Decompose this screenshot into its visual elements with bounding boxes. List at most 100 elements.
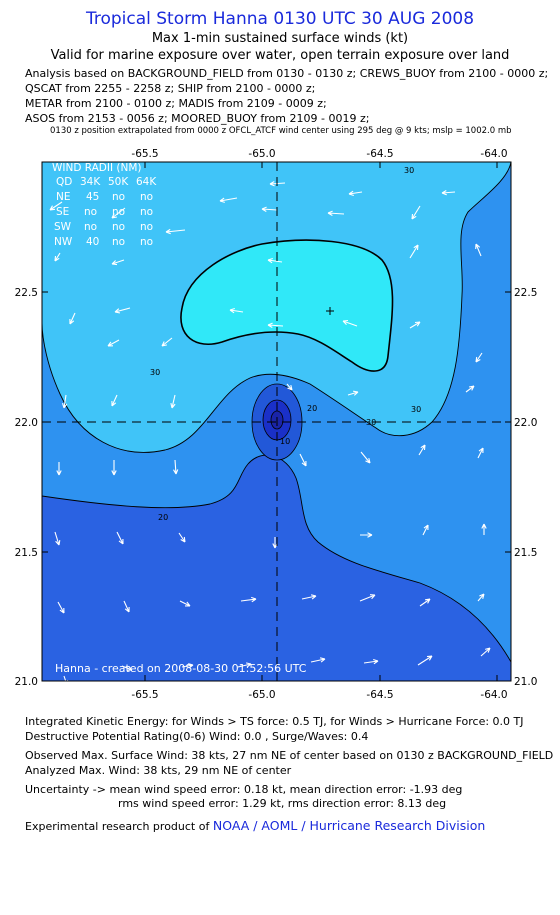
wind-arrow (477, 447, 484, 459)
wind-arrow (121, 665, 133, 671)
band-gt34 (180, 240, 393, 372)
observed-max-wind: Observed Max. Surface Wind: 38 kts, 27 n… (25, 749, 554, 762)
lon-tick-bottom: -64.5 (366, 689, 393, 701)
wind-arrow (411, 205, 421, 220)
wind-arrow (56, 462, 62, 476)
wind-arrow (286, 383, 293, 391)
analysis-line-2: QSCAT from 2255 - 2258 z; SHIP from 2100… (25, 82, 316, 95)
wind-arrow (301, 594, 317, 600)
wind-arrow (111, 460, 117, 476)
wind-field (42, 162, 511, 681)
wind-radii-row-sw-34k: no (84, 221, 97, 233)
contour-label: 20 (307, 404, 317, 413)
wind-arrow (54, 531, 61, 546)
wind-arrow (54, 252, 61, 262)
wind-radii-row-se-50k: no (112, 206, 125, 218)
wind-arrow (417, 655, 433, 666)
lat-tick-left: 21.5 (15, 547, 38, 559)
analysis-line-4: ASOS from 2153 - 0056 z; MOORED_BUOY fro… (25, 112, 370, 125)
wind-arrow (419, 598, 431, 607)
contour-label: 30 (411, 405, 421, 414)
creation-credit: Hanna - created on 2008-08-30 01:52:56 U… (55, 662, 307, 675)
wind-arrow (116, 531, 124, 545)
hrd-link[interactable]: NOAA / AOML / Hurricane Research Divisio… (212, 818, 486, 833)
wind-arrow (475, 243, 482, 257)
wind-arrow (178, 532, 186, 543)
lon-tick-bottom: -65.0 (248, 689, 275, 701)
wind-arrow (240, 596, 257, 603)
wind-radii-header-34k: 34K (80, 176, 101, 188)
wind-arrow (409, 321, 421, 329)
uncertainty-line-1: Uncertainty -> mean wind speed error: 0.… (25, 783, 463, 796)
analysis-line-1: Analysis based on BACKGROUND_FIELD from … (25, 67, 549, 80)
wind-arrow (477, 593, 485, 602)
wind-arrow (480, 647, 491, 657)
wind-arrow (360, 451, 371, 464)
wind-arrow (347, 390, 359, 396)
wind-arrow (229, 307, 244, 314)
contour-20 (42, 454, 511, 663)
wind-radii-title: WIND RADII (NM) (52, 162, 142, 174)
wind-radii-header-64k: 64K (136, 176, 157, 188)
page-title: Tropical Storm Hanna 0130 UTC 30 AUG 200… (85, 9, 475, 29)
wind-arrow (481, 523, 487, 535)
wind-arrow (111, 259, 125, 266)
wind-radii-row-se-64k: no (140, 206, 153, 218)
wind-arrow (342, 319, 358, 327)
wind-arrow (123, 600, 130, 613)
contour-label: 20 (158, 513, 168, 522)
contour-34 (180, 239, 394, 372)
lon-tick-top: -64.0 (480, 148, 507, 160)
wind-radii-table: WIND RADII (NM) QD 34K 50K 64K NE 45 no … (52, 162, 157, 248)
wind-arrow (441, 190, 456, 196)
wind-radii-row-se-34k: no (84, 206, 97, 218)
wind-arrow (181, 663, 194, 669)
wind-arrow (327, 210, 345, 216)
max-wind-marker (326, 307, 334, 315)
experimental-note: Experimental research product of NOAA / … (25, 818, 485, 833)
subtitle-winds: Max 1-min sustained surface winds (kt) (151, 31, 409, 46)
lon-tick-top: -65.0 (248, 148, 275, 160)
wind-radii-row-ne-qd: NE (56, 191, 71, 203)
wind-arrow (107, 339, 120, 347)
wind-arrow (422, 524, 429, 536)
wind-radii-row-sw-64k: no (140, 221, 153, 233)
contour-label: 30 (150, 368, 160, 377)
wind-arrow (49, 201, 63, 211)
wind-radii-row-nw-64k: no (140, 236, 153, 248)
wind-arrow (465, 385, 475, 393)
lat-tick-right: 22.0 (514, 417, 537, 429)
wind-radii-row-ne-34k: 45 (86, 191, 99, 203)
lon-tick-bottom: -64.0 (480, 689, 507, 701)
analysis-line-5: 0130 z position extrapolated from 0000 z… (50, 126, 512, 136)
wind-arrow (237, 662, 252, 668)
wind-arrow (114, 307, 131, 314)
lat-tick-left: 22.5 (15, 287, 38, 299)
wind-arrow (418, 444, 426, 456)
wind-arrow (310, 657, 326, 663)
wind-radii-row-nw-qd: NW (54, 236, 73, 248)
wind-map: 30 30 30 30 20 20 10 WIND RADII (NM) QD … (15, 148, 538, 701)
wind-arrow (69, 312, 76, 325)
uncertainty-line-2: rms wind speed error: 1.29 kt, rms direc… (118, 797, 447, 810)
wind-arrow (348, 190, 363, 197)
wind-radii-row-ne-64k: no (140, 191, 153, 203)
wind-radii-row-se-qd: SE (56, 206, 69, 218)
wind-radii-row-sw-50k: no (112, 221, 125, 233)
wind-radii-header-50k: 50K (108, 176, 129, 188)
subtitle-exposure: Valid for marine exposure over water, op… (50, 48, 510, 63)
analyzed-max-wind: Analyzed Max. Wind: 38 kts, 29 nm NE of … (25, 764, 292, 777)
wind-arrow (360, 532, 373, 538)
wind-radii-row-ne-50k: no (112, 191, 125, 203)
wind-arrow (267, 322, 284, 328)
contour-label: 10 (280, 437, 290, 446)
wind-radii-row-sw-qd: SW (54, 221, 72, 233)
tick-marks (42, 162, 511, 681)
ike-line: Integrated Kinetic Energy: for Winds > T… (25, 715, 524, 728)
contour-30 (42, 162, 511, 453)
wind-arrow (261, 206, 278, 212)
wind-arrow (363, 658, 379, 665)
wind-arrow (170, 394, 176, 409)
wind-arrow (173, 459, 179, 475)
lat-tick-right: 21.0 (514, 676, 537, 688)
